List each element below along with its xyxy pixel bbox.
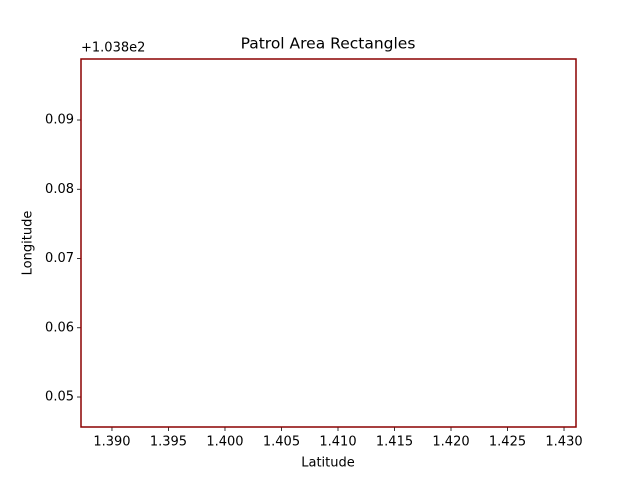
x-tick-label: 1.425 — [489, 435, 526, 450]
x-tick-label: 1.405 — [263, 435, 300, 450]
x-tick-label: 1.430 — [545, 435, 582, 450]
y-tick-label: 0.07 — [45, 251, 74, 266]
y-tick-label: 0.09 — [45, 113, 74, 128]
x-tick-label: 1.390 — [93, 435, 130, 450]
y-tick-label: 0.08 — [45, 182, 74, 197]
x-tick-label: 1.415 — [376, 435, 413, 450]
x-tick-label: 1.420 — [432, 435, 469, 450]
patrol-rectangle — [80, 58, 577, 428]
y-offset-text: +1.038e2 — [81, 41, 145, 56]
chart-title: Patrol Area Rectangles — [241, 35, 416, 53]
x-tick-label: 1.395 — [150, 435, 187, 450]
x-axis-label: Latitude — [301, 456, 355, 471]
y-tick-label: 0.05 — [45, 390, 74, 405]
x-tick-label: 1.410 — [319, 435, 356, 450]
y-tick-label: 0.06 — [45, 320, 74, 335]
x-tick-label: 1.400 — [206, 435, 243, 450]
y-axis-label: Longitude — [21, 211, 36, 276]
